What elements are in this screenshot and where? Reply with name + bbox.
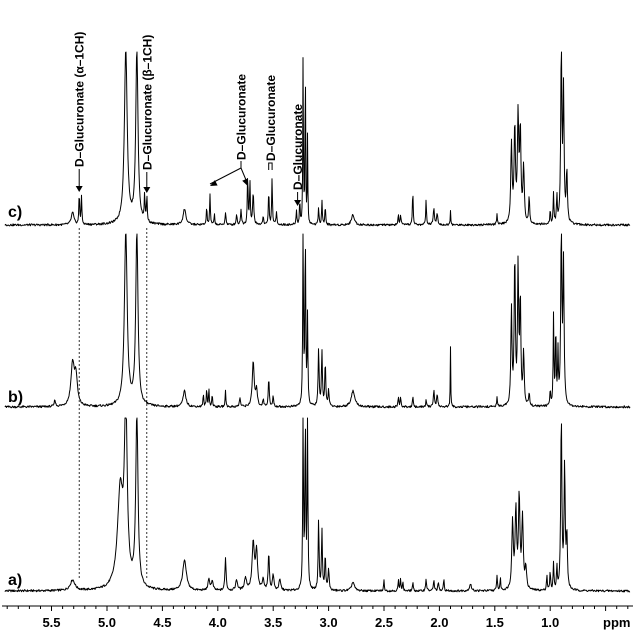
peak-annotations: D–Glucuronate (α–1CH) D–Glucuronate (β–1C… — [73, 32, 305, 206]
x-axis-tick-label: 1.5 — [486, 615, 504, 630]
panel-labels: a) b) c) — [8, 204, 23, 589]
x-axis-tick-label: 4.5 — [153, 615, 171, 630]
annotation-label: D–Glucuronate (α–1CH) — [73, 32, 87, 167]
spectrum-trace — [4, 51, 631, 227]
spectrum-trace — [4, 233, 631, 409]
x-axis-tick-label: 4.0 — [209, 615, 227, 630]
panel-label: a) — [8, 572, 22, 589]
annotation-arrow-head — [242, 178, 248, 186]
x-axis-unit-label: ppm — [603, 615, 630, 630]
annotation-arrow-head — [75, 186, 83, 192]
annotation-label: D–Glucuronate (β–1CH) — [140, 35, 154, 170]
x-axis-tick-label: 2.0 — [430, 615, 448, 630]
x-axis-tick-label: 5.0 — [98, 615, 116, 630]
annotation-label: D–Glucuronate — [291, 104, 305, 190]
annotation-arrow-head — [143, 187, 151, 193]
spectrum-traces — [4, 51, 631, 593]
annotation-label: D–Glucuronate — [264, 75, 278, 161]
annotation-arrow-head — [210, 180, 218, 186]
spectrum-trace — [4, 417, 631, 593]
x-axis-tick-label: 3.5 — [264, 615, 282, 630]
x-axis-tick-label: 3.0 — [320, 615, 338, 630]
x-axis-tick-label: 5.5 — [42, 615, 60, 630]
panel-label: c) — [8, 204, 22, 221]
annotation-label: D–Glucuronate — [235, 74, 249, 160]
x-axis: ppm 5.5 5.0 4.5 4.0 3.5 3.0 2.5 2.0 1.5 1.0 — [2, 605, 633, 630]
annotation-arrow-head — [294, 200, 302, 206]
x-axis-tick-label: 1.0 — [541, 615, 559, 630]
panel-label: b) — [8, 389, 23, 406]
annotation-bracket — [268, 162, 273, 170]
x-axis-tick-label: 2.5 — [375, 615, 393, 630]
